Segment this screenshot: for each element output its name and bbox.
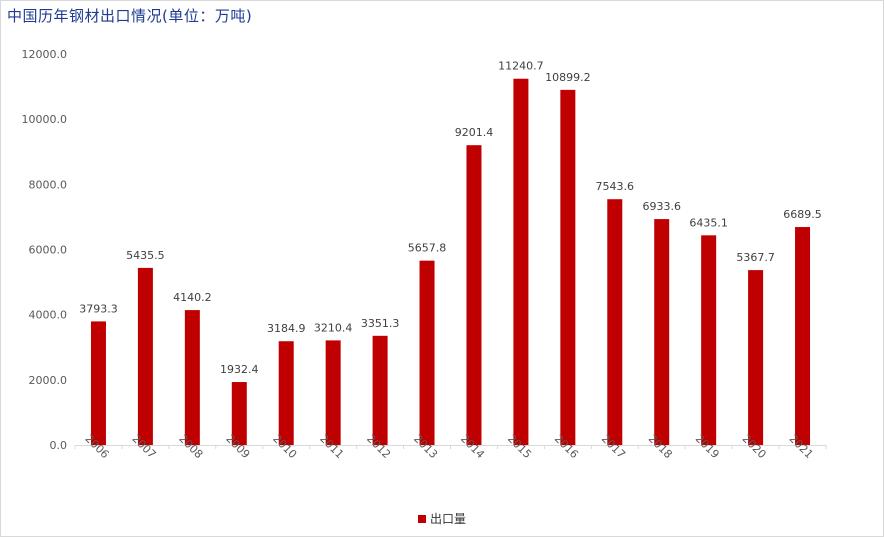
bar (325, 340, 341, 445)
chart-title: 中国历年钢材出口情况(单位：万吨) (7, 7, 253, 25)
legend-label: 出口量 (430, 512, 467, 526)
data-label: 5657.8 (408, 242, 447, 255)
data-label: 11240.7 (498, 60, 544, 73)
data-label: 9201.4 (455, 126, 494, 139)
x-tick-label: 2008 (176, 432, 205, 461)
x-tick-label: 2018 (646, 432, 675, 461)
bar (231, 382, 247, 445)
data-label: 1932.4 (220, 363, 259, 376)
y-tick-label: 2000.0 (29, 374, 68, 387)
x-tick-label: 2014 (458, 432, 487, 461)
data-label: 5435.5 (126, 249, 165, 262)
legend: 出口量 (418, 510, 466, 527)
bar (654, 219, 670, 445)
bar (419, 260, 435, 445)
bar (466, 145, 482, 445)
data-label: 4140.2 (173, 291, 212, 304)
x-tick-label: 2016 (552, 432, 581, 461)
x-tick-label: 2012 (364, 432, 393, 461)
legend-swatch (418, 514, 426, 523)
x-tick-label: 2017 (599, 432, 628, 461)
data-label: 5367.7 (736, 251, 775, 264)
bar (184, 310, 200, 445)
y-tick-label: 6000.0 (29, 244, 68, 257)
x-tick-label: 2015 (505, 432, 534, 461)
x-tick-label: 2010 (270, 432, 299, 461)
data-label: 3184.9 (267, 322, 306, 335)
data-label: 10899.2 (545, 71, 591, 84)
bar (372, 335, 388, 445)
data-label: 6689.5 (783, 208, 822, 221)
x-tick-label: 2021 (787, 432, 816, 461)
bar (748, 270, 764, 445)
x-tick-label: 2019 (693, 432, 722, 461)
x-tick-label: 2009 (223, 432, 252, 461)
bar (607, 199, 623, 445)
data-label: 3351.3 (361, 317, 400, 330)
data-label: 6933.6 (642, 200, 681, 213)
x-tick-label: 2006 (83, 432, 112, 461)
data-label: 3210.4 (314, 321, 353, 334)
bar (137, 267, 153, 445)
data-label: 3793.3 (79, 302, 118, 315)
bar (513, 78, 529, 445)
data-label: 6435.1 (689, 216, 728, 229)
bar (278, 341, 294, 445)
y-tick-label: 4000.0 (29, 309, 68, 322)
x-tick-label: 2020 (740, 432, 769, 461)
x-tick-label: 2013 (411, 432, 440, 461)
bar (90, 321, 106, 445)
x-tick-label: 2011 (317, 432, 346, 461)
y-tick-label: 8000.0 (29, 178, 68, 191)
y-tick-label: 10000.0 (22, 113, 68, 126)
bar (560, 89, 576, 445)
x-tick-label: 2007 (129, 432, 158, 461)
y-tick-label: 0.0 (50, 439, 68, 452)
bar (795, 227, 811, 445)
bar (701, 235, 717, 445)
data-label: 7543.6 (596, 180, 635, 193)
y-tick-label: 12000.0 (22, 48, 68, 61)
